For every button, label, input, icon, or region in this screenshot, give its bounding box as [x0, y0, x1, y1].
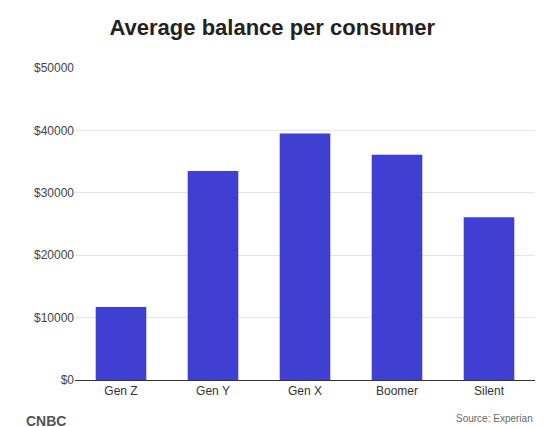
svg-text:Gen Y: Gen Y [196, 384, 230, 398]
svg-text:$0: $0 [61, 373, 75, 387]
svg-text:Gen Z: Gen Z [104, 384, 137, 398]
svg-text:Silent: Silent [474, 384, 505, 398]
svg-text:$20000: $20000 [34, 248, 74, 262]
svg-text:$30000: $30000 [34, 186, 74, 200]
svg-text:$10000: $10000 [34, 311, 74, 325]
svg-text:Source: Experian: Source: Experian [456, 413, 533, 424]
svg-text:Gen X: Gen X [288, 384, 322, 398]
svg-text:Boomer: Boomer [376, 384, 418, 398]
svg-text:Average balance per consumer: Average balance per consumer [110, 15, 436, 40]
svg-text:$40000: $40000 [34, 124, 74, 138]
svg-text:$50000: $50000 [34, 61, 74, 75]
svg-text:CNBC: CNBC [26, 413, 66, 427]
